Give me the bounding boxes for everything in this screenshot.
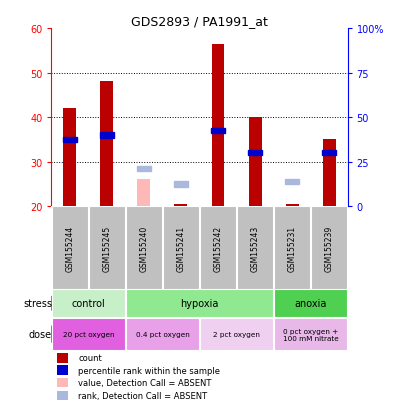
Bar <box>126 206 162 289</box>
Bar <box>63 138 77 142</box>
Text: GSM155240: GSM155240 <box>139 225 149 271</box>
Bar <box>200 318 273 350</box>
Bar <box>248 118 261 206</box>
Text: rank, Detection Call = ABSENT: rank, Detection Call = ABSENT <box>78 391 207 400</box>
Polygon shape <box>52 297 60 311</box>
Text: dose: dose <box>29 329 52 339</box>
Bar <box>163 206 199 289</box>
Bar <box>274 206 310 289</box>
Text: GSM155243: GSM155243 <box>250 225 260 271</box>
Bar <box>63 109 76 206</box>
Bar <box>57 391 68 401</box>
Text: 20 pct oxygen: 20 pct oxygen <box>63 331 114 337</box>
Bar <box>57 366 68 375</box>
Text: stress: stress <box>23 299 52 309</box>
Bar <box>52 290 125 317</box>
Bar <box>211 45 224 206</box>
Text: GSM155239: GSM155239 <box>325 225 334 271</box>
Bar <box>175 204 188 206</box>
Text: 2 pct oxygen: 2 pct oxygen <box>213 331 260 337</box>
Bar <box>286 204 299 206</box>
Bar <box>126 290 273 317</box>
Text: control: control <box>71 299 105 309</box>
Text: anoxia: anoxia <box>294 299 327 309</box>
Bar <box>100 133 114 138</box>
Text: hypoxia: hypoxia <box>180 299 219 309</box>
Bar <box>322 151 336 156</box>
Bar <box>200 206 236 289</box>
Text: GSM155245: GSM155245 <box>102 225 111 271</box>
Title: GDS2893 / PA1991_at: GDS2893 / PA1991_at <box>131 15 268 28</box>
Bar <box>89 206 125 289</box>
Text: 0 pct oxygen +
100 mM nitrate: 0 pct oxygen + 100 mM nitrate <box>283 328 339 341</box>
Text: value, Detection Call = ABSENT: value, Detection Call = ABSENT <box>78 378 211 387</box>
Bar <box>285 180 299 185</box>
Bar <box>237 206 273 289</box>
Text: GSM155241: GSM155241 <box>177 225 186 271</box>
Bar <box>174 182 188 187</box>
Bar <box>57 378 68 387</box>
Bar <box>100 82 113 206</box>
Text: GSM155244: GSM155244 <box>65 225 74 271</box>
Bar <box>211 128 225 134</box>
Text: count: count <box>78 353 102 362</box>
Bar <box>248 151 262 156</box>
Text: GSM155242: GSM155242 <box>213 225 222 271</box>
Bar <box>137 204 150 206</box>
Bar <box>52 318 125 350</box>
Bar <box>57 353 68 363</box>
Text: GSM155231: GSM155231 <box>288 225 297 271</box>
Bar <box>311 206 347 289</box>
Bar <box>137 166 151 171</box>
Text: percentile rank within the sample: percentile rank within the sample <box>78 366 220 375</box>
Bar <box>323 140 336 206</box>
Polygon shape <box>52 326 60 342</box>
Bar <box>274 290 347 317</box>
Bar <box>274 318 347 350</box>
Bar <box>137 180 150 206</box>
Bar <box>126 318 199 350</box>
Bar <box>52 206 88 289</box>
Text: 0.4 pct oxygen: 0.4 pct oxygen <box>135 331 189 337</box>
